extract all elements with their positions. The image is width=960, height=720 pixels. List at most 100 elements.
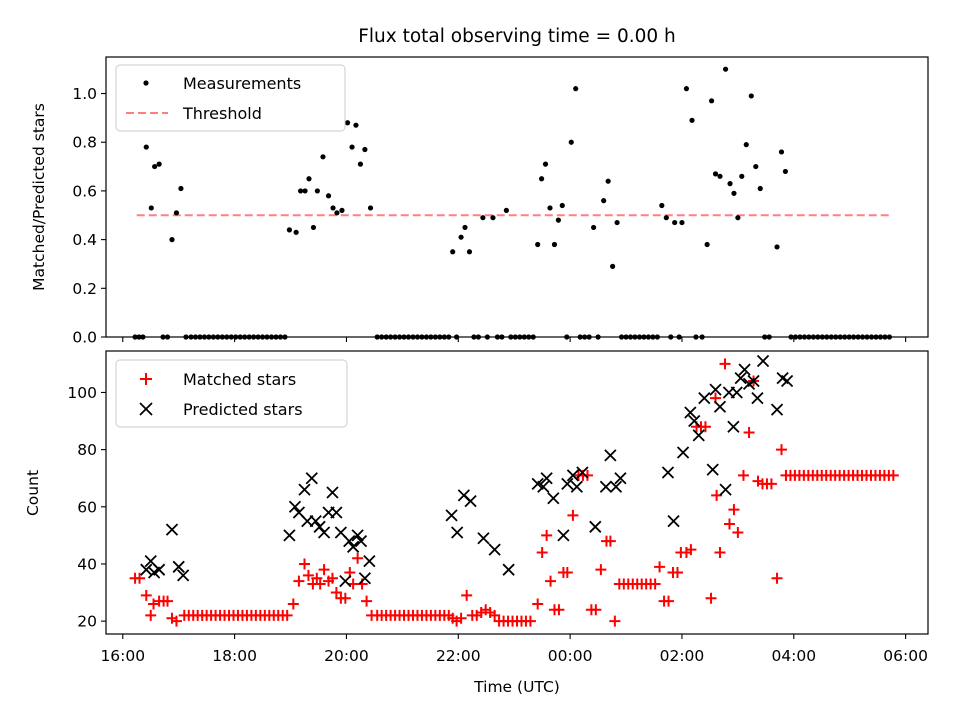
measurement-point — [152, 163, 158, 170]
measurement-point — [306, 176, 312, 182]
legend-predicted-label: Predicted stars — [183, 400, 303, 419]
measurement-point — [286, 227, 293, 233]
measurement-point — [339, 207, 345, 213]
measurement-point — [559, 202, 565, 209]
matched-star-marker — [765, 478, 777, 490]
measurement-point — [535, 241, 541, 248]
predicted-star-marker — [140, 563, 153, 576]
predicted-star-marker — [614, 472, 627, 485]
measurement-point — [490, 215, 496, 221]
measurement-point — [344, 120, 351, 126]
predicted-star-marker — [347, 540, 360, 553]
matched-star-marker — [318, 564, 330, 576]
matched-star-marker — [293, 575, 305, 587]
matched-star-marker — [148, 598, 160, 610]
predicted-star-marker — [667, 514, 680, 528]
measurement-point — [683, 86, 690, 92]
measurement-point — [458, 234, 464, 240]
measurement-point — [778, 149, 785, 155]
matched-star-marker — [455, 612, 467, 624]
ratio-axes-frame — [105, 56, 929, 338]
predicted-star-marker — [477, 532, 490, 545]
measurement-point — [466, 249, 473, 255]
measurement-point — [539, 176, 545, 182]
measurement-point — [672, 219, 678, 226]
predicted-star-points — [140, 354, 794, 588]
predicted-star-marker — [339, 574, 352, 588]
ratio-panel: Flux total observing time = 0.00 h 0.00.… — [30, 26, 929, 347]
measurement-point — [462, 224, 468, 231]
matched-star-marker — [311, 572, 323, 584]
matched-star-marker — [887, 469, 899, 481]
matched-star-marker — [536, 547, 548, 559]
predicted-star-marker — [288, 500, 302, 513]
predicted-star-marker — [561, 477, 574, 491]
count-x-tick-label: 06:00 — [883, 647, 928, 665]
measurement-point — [610, 263, 616, 269]
count-y-label: Count — [24, 470, 42, 516]
measurement-point — [774, 244, 780, 250]
predicted-star-marker — [709, 383, 722, 396]
predicted-star-marker — [172, 560, 185, 573]
count-y-axis: 20 40 60 80 100 — [67, 384, 106, 631]
matched-star-marker — [663, 595, 675, 607]
measurement-point — [503, 207, 509, 213]
predicted-star-marker — [283, 529, 296, 542]
predicted-star-marker — [317, 526, 331, 539]
measurement-point — [297, 188, 304, 194]
measurement-point — [547, 205, 553, 211]
matched-star-marker — [162, 595, 174, 607]
measurement-point — [727, 181, 733, 187]
ratio-y-tick-label: 1.0 — [72, 85, 97, 103]
measurement-point — [739, 173, 745, 179]
predicted-star-marker — [747, 374, 760, 388]
predicted-star-marker — [688, 414, 701, 428]
measurement-point — [568, 139, 574, 145]
measurement-point — [293, 229, 299, 235]
predicted-star-marker — [706, 463, 719, 476]
predicted-star-marker — [576, 466, 589, 479]
ratio-y-axis: 0.0 0.2 0.4 0.6 0.8 1.0 — [72, 85, 106, 347]
matched-star-marker — [728, 504, 740, 516]
predicted-star-marker — [751, 392, 764, 405]
measurement-point — [704, 241, 710, 248]
predicted-star-marker — [609, 480, 623, 493]
matched-star-marker — [545, 575, 557, 587]
predicted-star-marker — [756, 354, 770, 368]
count-x-axis: 16:00 18:00 20:00 22:00 00:00 02:00 04:00 06:00 — [100, 634, 928, 665]
count-y-tick-label: 100 — [67, 384, 97, 402]
ratio-y-tick-label: 0.2 — [72, 280, 97, 298]
predicted-star-marker — [719, 483, 732, 496]
predicted-star-marker — [727, 420, 740, 433]
chart-title: Flux total observing time = 0.00 h — [358, 26, 676, 47]
predicted-star-marker — [570, 480, 583, 493]
count-x-tick-label: 22:00 — [436, 647, 481, 665]
legend-threshold-label: Threshold — [182, 104, 262, 123]
matched-star-marker — [524, 615, 536, 627]
measurement-point — [614, 219, 620, 226]
ratio-y-tick-label: 0.4 — [72, 231, 97, 249]
count-x-tick-label: 16:00 — [100, 647, 145, 665]
predicted-star-marker — [351, 529, 364, 542]
matched-star-marker — [561, 567, 573, 579]
predicted-star-marker — [305, 472, 318, 485]
matched-star-marker — [705, 592, 717, 604]
count-y-tick-label: 40 — [77, 555, 97, 573]
measurement-point — [314, 188, 320, 194]
matched-star-marker — [771, 572, 783, 584]
predicted-star-marker — [589, 520, 602, 533]
predicted-star-marker — [780, 374, 794, 388]
predicted-star-marker — [464, 494, 477, 508]
measurement-point — [480, 215, 486, 221]
predicted-star-marker — [488, 543, 501, 556]
matched-star-marker — [732, 527, 744, 539]
predicted-star-marker — [309, 514, 322, 528]
matched-star-marker — [595, 564, 607, 576]
matched-star-marker — [743, 426, 755, 438]
measurement-point — [330, 205, 336, 211]
measurement-point — [353, 122, 359, 128]
predicted-star-marker — [738, 363, 751, 376]
predicted-star-marker — [451, 526, 464, 539]
predicted-star-marker — [354, 534, 368, 548]
